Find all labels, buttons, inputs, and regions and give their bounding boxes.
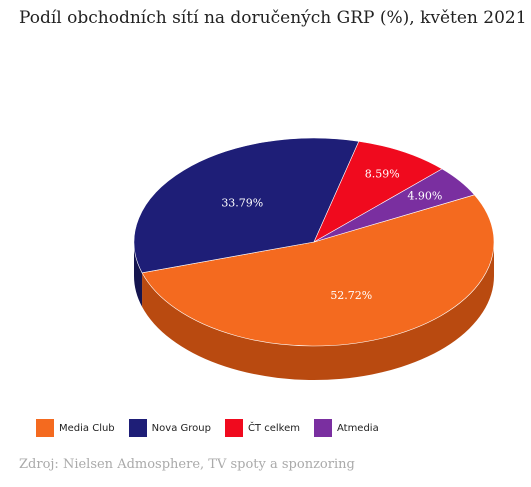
data-label-media-club: 52.72% (330, 289, 372, 302)
legend-item-atmedia[interactable]: Atmedia (313, 419, 379, 437)
pie-side-media-club (142, 242, 495, 381)
legend: Media Club Nova Group ČT celkem Atmedia (36, 419, 393, 437)
source-note: Zdroj: Nielsen Admosphere, TV spoty a sp… (19, 457, 355, 472)
legend-label: Atmedia (336, 422, 379, 434)
chart-title: Podíl obchodních sítí na doručených GRP … (19, 8, 527, 28)
pie-labels: 52.72% 33.79% 8.59% 4.90% (221, 168, 442, 303)
legend-item-ct-celkem[interactable]: ČT celkem (224, 419, 300, 437)
legend-label: Nova Group (151, 422, 211, 434)
pie-slice-nova-group[interactable] (133, 137, 360, 274)
data-label-nova-group: 33.79% (221, 197, 263, 210)
pie-slice-ct-celkem[interactable] (313, 140, 443, 243)
data-label-ct-celkem: 8.59% (365, 168, 400, 181)
data-label-atmedia: 4.90% (407, 190, 442, 203)
legend-swatch-media-club (36, 419, 54, 437)
legend-label: Media Club (59, 422, 115, 434)
pie-top (133, 137, 495, 347)
legend-swatch-nova-group (128, 419, 147, 437)
pie-slice-media-club[interactable] (141, 194, 495, 347)
legend-swatch-ct-celkem (224, 419, 243, 437)
legend-swatch-atmedia (313, 419, 332, 437)
legend-item-media-club[interactable]: Media Club (36, 419, 115, 437)
legend-label: ČT celkem (247, 422, 300, 434)
pie-slice-atmedia[interactable] (313, 168, 475, 243)
legend-item-nova-group[interactable]: Nova Group (128, 419, 211, 437)
